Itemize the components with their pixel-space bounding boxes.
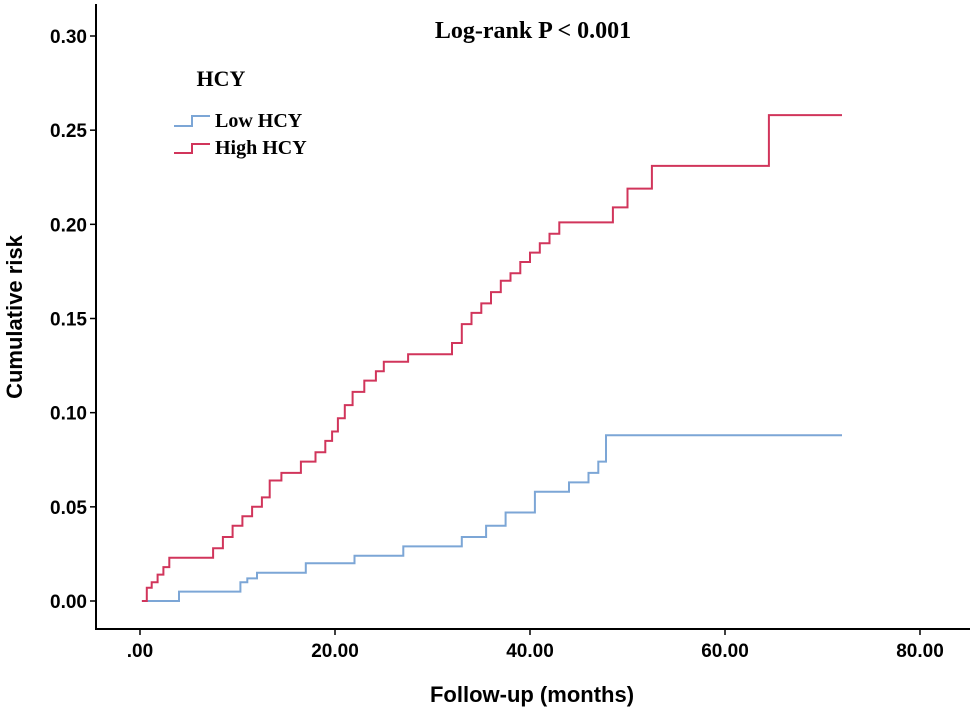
x-tick-label: 80.00 (896, 641, 944, 662)
y-tick-label: 0.10 (50, 404, 87, 425)
x-tick-label: .00 (127, 641, 153, 662)
legend-title: HCY (197, 66, 246, 91)
y-tick-label: 0.25 (50, 121, 87, 142)
y-axis-ticks: 0.00 0.05 0.10 0.15 0.20 0.25 0.30 (50, 27, 96, 613)
series-line-low-hcy (141, 434, 842, 602)
y-tick-label: 0.30 (50, 27, 87, 48)
legend-label-low-hcy: Low HCY (215, 110, 303, 132)
y-tick-label: 0.05 (50, 498, 87, 519)
x-tick-label: 40.00 (506, 641, 554, 662)
legend-swatch-high-hcy (174, 143, 210, 154)
series-layer (141, 114, 842, 602)
y-tick-label: 0.20 (50, 215, 87, 236)
series-line-high-hcy (141, 114, 842, 602)
y-tick-label: 0.00 (50, 592, 87, 613)
y-tick-label: 0.15 (50, 310, 87, 331)
legend: HCY Low HCY High HCY (174, 66, 307, 159)
legend-label-high-hcy: High HCY (215, 137, 307, 159)
legend-swatch-low-hcy (174, 115, 210, 127)
y-axis-title: Cumulative risk (2, 234, 27, 399)
x-axis-ticks: .00 20.00 40.00 60.00 80.00 (127, 629, 944, 662)
x-tick-label: 20.00 (311, 641, 359, 662)
chart-title: Log-rank P < 0.001 (435, 18, 631, 44)
x-axis-title: Follow-up (months) (430, 682, 634, 707)
x-tick-label: 60.00 (701, 641, 749, 662)
